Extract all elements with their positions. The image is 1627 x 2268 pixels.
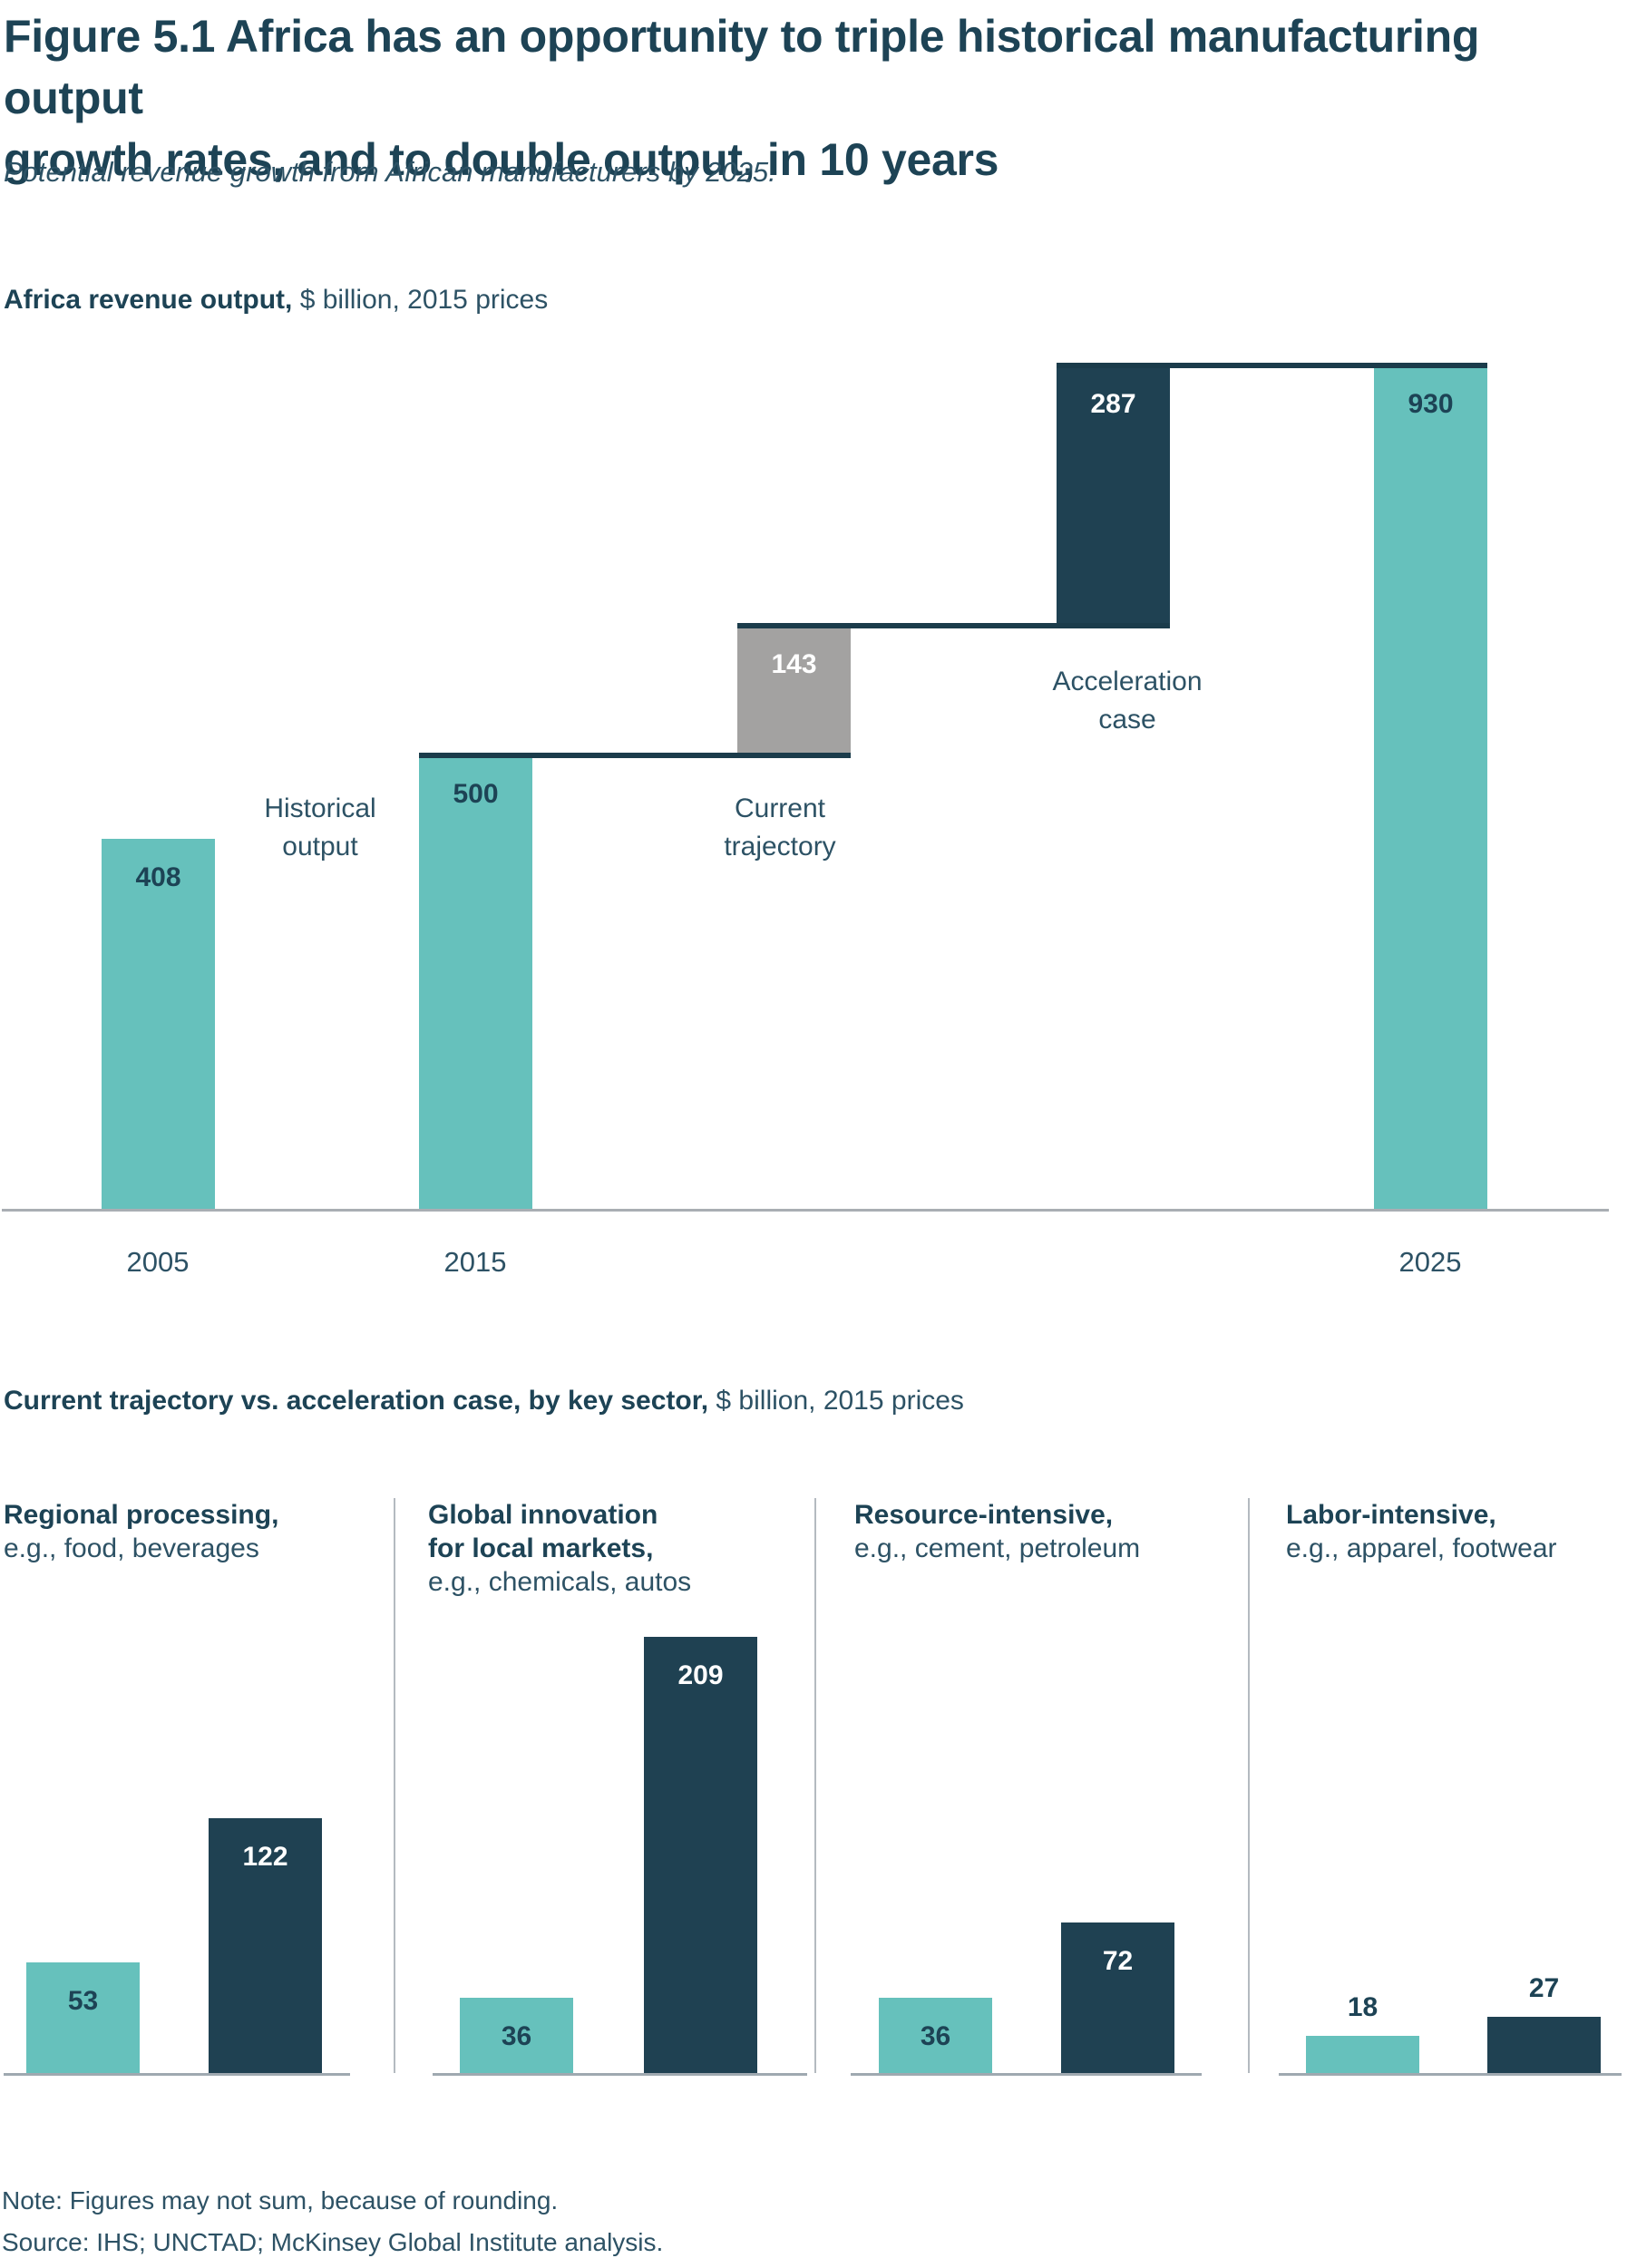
panel-axis-line (851, 2073, 1202, 2076)
axis-year-label: 2025 (1398, 1246, 1462, 1278)
sector-bar-resourceintensive-current-trajectory: 36 (879, 1998, 992, 2073)
sector-bar-laborintensive-current-trajectory (1306, 2035, 1419, 2073)
panel-heading-sub: e.g., food, beverages (4, 1533, 259, 1563)
figure-title: Figure 5.1 Africa has an opportunity to … (4, 11, 1480, 185)
sector-bar-resourceintensive-acceleration-case: 72 (1061, 1922, 1174, 2073)
panel-heading-bold: Labor-intensive, (1286, 1500, 1496, 1530)
bar-value-label: 72 (1102, 1946, 1134, 1977)
panel-heading-bold: Resource-intensive, (854, 1500, 1114, 1530)
sector-chart-heading-units: $ billion, 2015 prices (708, 1386, 964, 1416)
waterfall-chart: 408 500 143 287 930 Historical output Current … (2, 363, 1609, 1278)
annotation-historical: Historical output (264, 793, 376, 861)
bar-value-label: 930 (1408, 389, 1454, 419)
waterfall-chart-heading-units: $ billion, 2015 prices (292, 285, 549, 315)
panel-heading-sub: e.g., cement, petroleum (854, 1533, 1141, 1563)
waterfall-bar-acceleration-case-uplift: 287 (1057, 365, 1170, 626)
panel-divider (1248, 1498, 1250, 2073)
annotation-acceleration: Acceleration case (1052, 667, 1203, 735)
panel-divider (394, 1498, 395, 2073)
bar-value-label: 36 (501, 2021, 532, 2052)
waterfall-chart-heading-bold: Africa revenue output, (4, 285, 293, 315)
panel-heading-resourceintensive: Resource-intensive, e.g., cement, petrole… (854, 1498, 1244, 1565)
waterfall-bar-2015: 500 (419, 755, 532, 1209)
note-line: Note: Figures may not sum, because of ro… (2, 2186, 559, 2214)
connector-line (419, 753, 851, 758)
bar-value-label: 18 (1347, 1991, 1379, 2022)
sector-chart-heading-bold: Current trajectory vs. acceleration case… (4, 1386, 709, 1416)
panel-heading-sub: e.g., apparel, footwear (1286, 1533, 1557, 1563)
panel-heading-bold: Regional processing, (4, 1500, 279, 1530)
axis-year-label: 2005 (126, 1246, 190, 1278)
sector-bar-global-current-trajectory: 36 (460, 1998, 573, 2073)
bar-value-label: 53 (67, 1985, 99, 2016)
footnote-block: Note: Figures may not sum, because of ro… (2, 2180, 663, 2263)
bar-value-label: 408 (135, 862, 181, 892)
annotation-current: Current trajectory (724, 793, 836, 861)
bar-value-label: 287 (1090, 389, 1136, 419)
sector-charts: Regional processing, e.g., food, beverage… (4, 1498, 1627, 2076)
bar-value-label: 143 (771, 649, 817, 679)
sector-bar-regional-acceleration-case: 122 (209, 1818, 322, 2073)
waterfall-chart-heading: Africa revenue output, $ billion, 2015 p… (4, 285, 548, 316)
bar-value-label: 500 (453, 779, 499, 809)
panel-heading-bold: Global innovation for local markets, (428, 1500, 658, 1563)
panel-heading-sub: e.g., chemicals, autos (428, 1567, 692, 1597)
axis-line (2, 1209, 1609, 1212)
panel-divider (814, 1498, 816, 2073)
sector-bar-global-acceleration-case: 209 (644, 1636, 757, 2073)
bar-value-label: 27 (1528, 1972, 1560, 2003)
panel-axis-line (4, 2073, 350, 2076)
waterfall-bar-current-trajectory-uplift: 143 (737, 626, 851, 755)
connector-line (737, 623, 1170, 628)
sector-bar-regional-current-trajectory: 53 (26, 1961, 140, 2073)
panel-axis-line (1279, 2073, 1622, 2076)
axis-year-label: 2015 (443, 1246, 507, 1278)
panel-heading-laborintensive: Labor-intensive, e.g., apparel, footwear (1286, 1498, 1627, 1565)
source-line: Source: IHS; UNCTAD; McKinsey Global Ins… (2, 2228, 664, 2256)
bar-value-label: 36 (920, 2021, 951, 2052)
sector-bar-laborintensive-acceleration-case (1487, 2016, 1601, 2073)
panel-axis-line (433, 2073, 807, 2076)
sector-chart-heading: Current trajectory vs. acceleration case… (4, 1386, 964, 1416)
panel-heading-global: Global innovation for local markets, e.g.… (428, 1498, 818, 1599)
bar-value-label: 122 (242, 1842, 288, 1873)
panel-heading-regional: Regional processing, e.g., food, beverage… (4, 1498, 394, 1565)
waterfall-bar-2005: 408 (102, 839, 215, 1209)
figure-subtitle: Potential revenue growth from African ma… (4, 156, 776, 188)
waterfall-bar-2025: 930 (1374, 365, 1487, 1209)
bar-value-label: 209 (677, 1660, 724, 1690)
connector-line (1057, 363, 1487, 368)
